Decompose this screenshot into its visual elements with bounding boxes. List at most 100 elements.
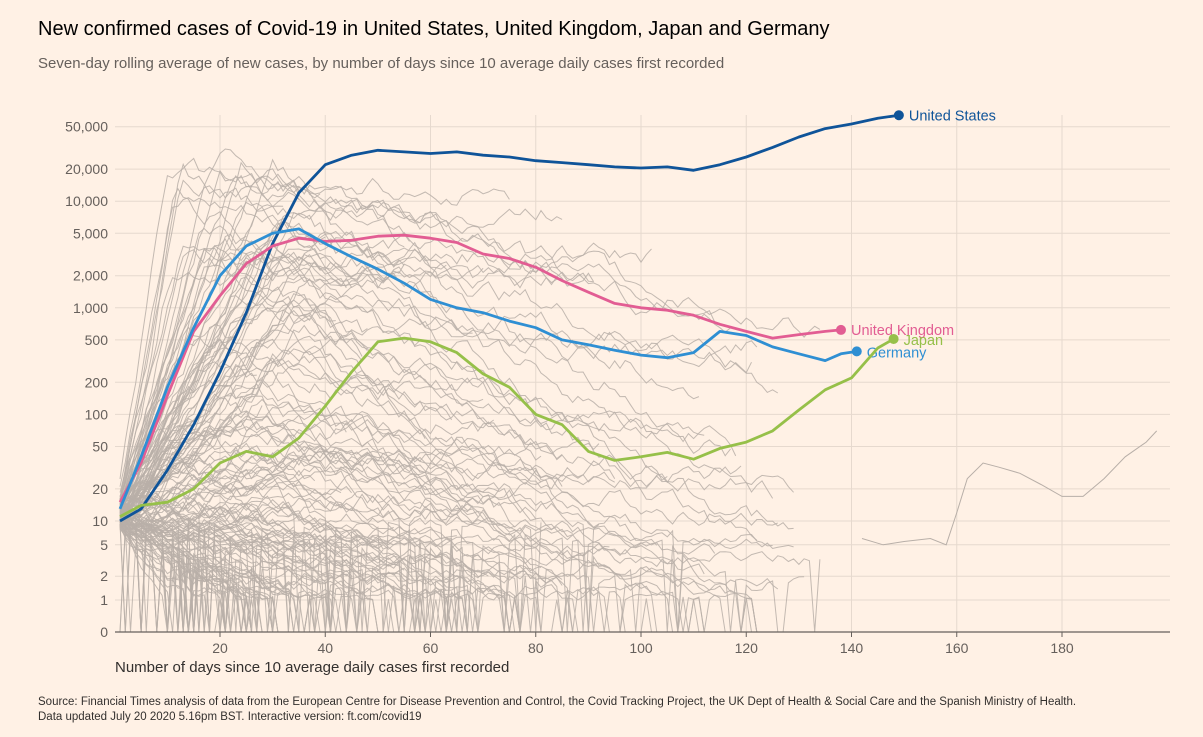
other-country-line (119, 241, 652, 509)
y-tick-label: 1,000 (73, 300, 108, 316)
other-country-line (119, 295, 310, 507)
other-country-line (119, 459, 778, 526)
other-country-line (119, 496, 394, 535)
other-country-line (119, 323, 794, 530)
y-tick-label: 50 (92, 438, 108, 454)
y-tick-label: 2 (100, 568, 108, 584)
other-country-line (119, 187, 705, 487)
other-country-line (119, 177, 510, 501)
other-country-line (119, 345, 616, 523)
other-country-line (119, 425, 294, 522)
x-axis-label: Number of days since 10 average daily ca… (115, 659, 509, 676)
y-tick-label: 5 (100, 537, 108, 553)
series-line-germany (118, 227, 858, 510)
source-note: Source: Financial Times analysis of data… (38, 695, 1076, 725)
other-country-line (119, 221, 473, 512)
x-tick-label: 60 (423, 640, 439, 656)
y-tick-label: 0 (100, 624, 108, 640)
other-country-line (119, 440, 473, 526)
series-end-marker (851, 346, 862, 357)
x-tick-label: 180 (1050, 640, 1074, 656)
other-country-line (119, 161, 731, 500)
other-country-line (119, 294, 758, 521)
other-country-line (119, 212, 342, 506)
other-country-line (119, 286, 494, 515)
other-country-line (119, 249, 595, 504)
other-country-line (119, 293, 600, 514)
chart-subtitle: Seven-day rolling average of new cases, … (38, 55, 725, 72)
other-country-line (119, 276, 352, 504)
x-tick-label: 140 (840, 640, 864, 656)
source-line-1: Source: Financial Times analysis of data… (38, 696, 1077, 708)
y-tick-label: 1 (100, 592, 108, 608)
x-tick-label: 20 (212, 640, 228, 656)
other-countries-lines (119, 148, 1158, 633)
other-country-line (119, 199, 563, 513)
other-country-line (119, 220, 668, 516)
series-end-label: United Kingdom (851, 323, 954, 339)
other-country-line (119, 402, 600, 633)
other-country-line (119, 482, 389, 633)
series-line-united-kingdom (118, 233, 842, 503)
series-line-united-states (119, 113, 900, 523)
y-tick-label: 2,000 (73, 268, 108, 284)
series-line-japan (119, 336, 895, 518)
other-country-line (119, 173, 410, 505)
other-country-line (119, 458, 573, 633)
other-country-line (119, 162, 779, 500)
y-tick-label: 200 (85, 374, 109, 390)
y-tick-label: 20,000 (65, 161, 108, 177)
series-end-label: United States (909, 108, 996, 124)
other-country-line (119, 349, 453, 512)
other-country-line (119, 245, 368, 493)
other-country-line (119, 521, 489, 633)
other-country-line (119, 383, 779, 633)
other-country-line (119, 238, 758, 541)
other-country-line (119, 169, 284, 497)
chart-title: New confirmed cases of Covid-19 in Unite… (38, 18, 830, 40)
other-country-line (119, 231, 447, 511)
y-tick-label: 10 (92, 513, 108, 529)
other-country-line (119, 514, 805, 633)
series-end-marker (893, 110, 904, 121)
grid-lines (115, 115, 1170, 632)
other-country-line (119, 322, 742, 514)
other-country-line (119, 236, 326, 518)
other-country-line (119, 425, 794, 511)
x-tick-label: 80 (528, 640, 544, 656)
other-country-line (119, 209, 737, 517)
axes: 0 1 2 5 10 20 50 100 200 500 1,000 2,000 5,000 10,000… (65, 119, 1170, 656)
other-country-line (119, 440, 841, 633)
y-tick-label: 500 (85, 332, 109, 348)
other-country-line (119, 475, 594, 633)
y-tick-label: 5,000 (73, 225, 108, 241)
source-line-2: Data updated July 20 2020 5.16pm BST. In… (38, 711, 422, 723)
y-tick-label: 20 (92, 481, 108, 497)
other-country-line (119, 506, 778, 633)
series-end-marker (888, 333, 899, 344)
other-country-line (119, 415, 774, 514)
other-country-line (119, 379, 515, 529)
x-tick-label: 120 (735, 640, 759, 656)
series-end-label: Japan (904, 333, 944, 349)
other-country-line (861, 430, 1158, 546)
other-country-line (119, 398, 347, 514)
other-country-line (119, 393, 757, 633)
y-tick-label: 100 (85, 406, 109, 422)
other-country-line (119, 526, 547, 633)
series-end-marker (835, 324, 846, 335)
other-country-line (119, 225, 347, 509)
other-country-line (119, 363, 426, 518)
other-country-line (119, 233, 247, 502)
x-tick-label: 40 (317, 640, 333, 656)
other-country-line (119, 521, 821, 633)
other-country-line (119, 197, 563, 498)
other-country-line (119, 493, 479, 523)
x-tick-label: 160 (945, 640, 969, 656)
other-country-line (119, 361, 468, 514)
other-country-line (119, 148, 716, 500)
y-tick-label: 50,000 (65, 119, 108, 135)
series-end-label: Germany (867, 345, 927, 361)
